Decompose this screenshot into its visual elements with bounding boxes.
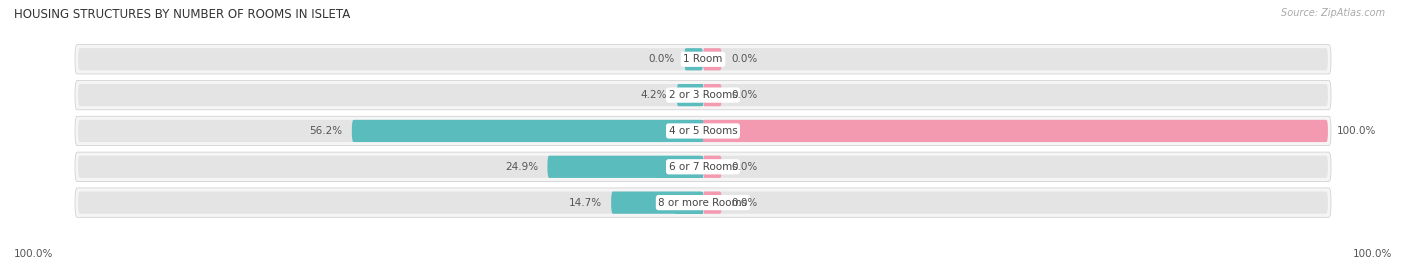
FancyBboxPatch shape xyxy=(703,84,721,106)
FancyBboxPatch shape xyxy=(352,120,703,142)
Text: Source: ZipAtlas.com: Source: ZipAtlas.com xyxy=(1281,8,1385,18)
Bar xyxy=(657,156,703,178)
Text: 4 or 5 Rooms: 4 or 5 Rooms xyxy=(669,126,737,136)
FancyBboxPatch shape xyxy=(79,48,1327,70)
FancyBboxPatch shape xyxy=(79,156,1327,178)
Text: 100.0%: 100.0% xyxy=(1353,249,1392,259)
FancyBboxPatch shape xyxy=(75,80,1331,110)
FancyBboxPatch shape xyxy=(703,48,721,70)
FancyBboxPatch shape xyxy=(75,188,1331,217)
Bar xyxy=(675,191,703,214)
FancyBboxPatch shape xyxy=(547,156,703,178)
Bar xyxy=(695,84,703,106)
Text: 0.0%: 0.0% xyxy=(731,162,758,172)
Text: 8 or more Rooms: 8 or more Rooms xyxy=(658,198,748,208)
Text: 56.2%: 56.2% xyxy=(309,126,343,136)
Bar xyxy=(703,120,890,142)
Text: 0.0%: 0.0% xyxy=(731,90,758,100)
FancyBboxPatch shape xyxy=(612,191,703,214)
Text: 6 or 7 Rooms: 6 or 7 Rooms xyxy=(669,162,737,172)
FancyBboxPatch shape xyxy=(75,116,1331,146)
FancyBboxPatch shape xyxy=(685,48,703,70)
FancyBboxPatch shape xyxy=(79,120,1327,142)
Text: 14.7%: 14.7% xyxy=(568,198,602,208)
Text: 24.9%: 24.9% xyxy=(505,162,538,172)
Text: 4.2%: 4.2% xyxy=(641,90,668,100)
Text: 100.0%: 100.0% xyxy=(1337,126,1376,136)
Text: 1 Room: 1 Room xyxy=(683,54,723,64)
Text: 0.0%: 0.0% xyxy=(648,54,675,64)
Text: 100.0%: 100.0% xyxy=(14,249,53,259)
FancyBboxPatch shape xyxy=(703,191,721,214)
Text: 2 or 3 Rooms: 2 or 3 Rooms xyxy=(669,90,737,100)
FancyBboxPatch shape xyxy=(703,120,1327,142)
FancyBboxPatch shape xyxy=(75,45,1331,74)
FancyBboxPatch shape xyxy=(75,152,1331,181)
Text: HOUSING STRUCTURES BY NUMBER OF ROOMS IN ISLETA: HOUSING STRUCTURES BY NUMBER OF ROOMS IN… xyxy=(14,8,350,21)
FancyBboxPatch shape xyxy=(79,191,1327,214)
FancyBboxPatch shape xyxy=(703,156,721,178)
FancyBboxPatch shape xyxy=(79,84,1327,106)
Bar xyxy=(598,120,703,142)
FancyBboxPatch shape xyxy=(676,84,703,106)
Text: 0.0%: 0.0% xyxy=(731,198,758,208)
Text: 0.0%: 0.0% xyxy=(731,54,758,64)
